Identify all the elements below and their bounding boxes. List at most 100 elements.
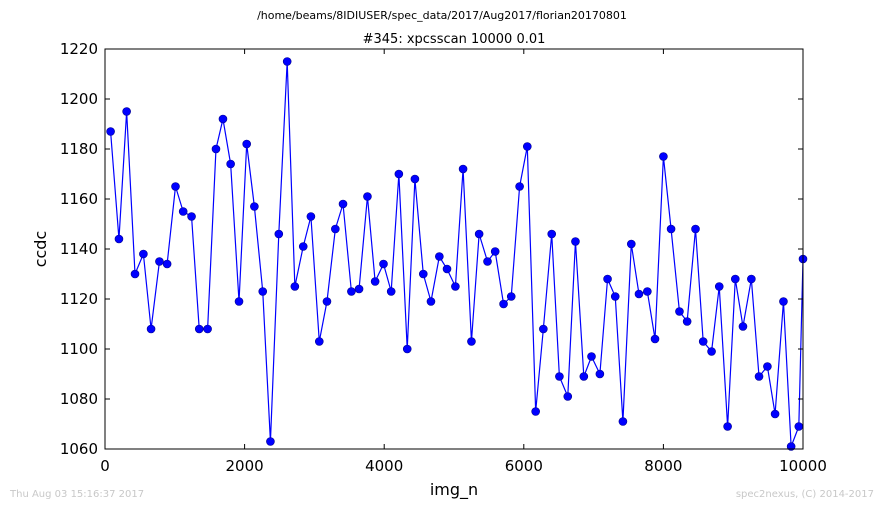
data-point bbox=[139, 249, 148, 259]
data-point bbox=[203, 324, 212, 334]
data-point bbox=[155, 257, 164, 266]
series-layer bbox=[106, 57, 808, 451]
data-point bbox=[250, 202, 259, 211]
data-point bbox=[266, 437, 275, 446]
data-point bbox=[794, 422, 804, 431]
data-point bbox=[707, 347, 716, 356]
data-point bbox=[595, 369, 605, 379]
data-point bbox=[634, 289, 644, 299]
data-point bbox=[563, 392, 573, 401]
data-point bbox=[643, 287, 652, 296]
y-tick-label: 1220 bbox=[60, 40, 98, 58]
data-point bbox=[730, 274, 740, 284]
data-point bbox=[314, 337, 324, 346]
data-point bbox=[410, 174, 420, 184]
data-point bbox=[386, 287, 396, 296]
data-point bbox=[738, 322, 748, 331]
data-point bbox=[779, 297, 788, 306]
data-point bbox=[187, 212, 196, 221]
data-point bbox=[506, 292, 516, 301]
y-tick-label: 1180 bbox=[60, 140, 98, 158]
data-point bbox=[426, 297, 436, 306]
y-tick-label: 1060 bbox=[60, 440, 98, 458]
data-point bbox=[610, 292, 620, 301]
y-tick-label: 1140 bbox=[60, 240, 98, 258]
data-point bbox=[226, 159, 235, 169]
data-point bbox=[290, 282, 300, 291]
y-tick-label: 1080 bbox=[60, 390, 98, 408]
data-point bbox=[130, 269, 140, 279]
data-point bbox=[675, 307, 684, 316]
data-point bbox=[522, 142, 532, 151]
data-point bbox=[114, 234, 124, 244]
data-point bbox=[618, 417, 628, 426]
data-point bbox=[666, 224, 676, 234]
data-point bbox=[682, 317, 692, 326]
data-point bbox=[370, 277, 380, 286]
data-point bbox=[363, 192, 372, 201]
y-tick-label: 1200 bbox=[60, 90, 98, 108]
data-point bbox=[146, 324, 156, 334]
x-tick-label: 0 bbox=[100, 457, 110, 475]
data-point bbox=[499, 299, 508, 309]
x-tick-label: 8000 bbox=[644, 457, 682, 475]
data-point bbox=[347, 287, 356, 296]
data-point bbox=[754, 372, 764, 381]
data-point bbox=[626, 239, 636, 249]
data-point bbox=[298, 242, 308, 251]
data-point bbox=[539, 324, 548, 334]
data-point bbox=[338, 199, 348, 209]
figure-suptitle: /home/beams/8IDIUSER/spec_data/2017/Aug2… bbox=[257, 9, 627, 22]
data-point bbox=[354, 284, 364, 294]
data-point bbox=[379, 259, 388, 269]
data-point bbox=[579, 372, 589, 381]
y-tick-label: 1160 bbox=[60, 190, 98, 208]
y-axis-label: ccdc bbox=[31, 231, 50, 268]
data-point bbox=[515, 182, 524, 191]
data-point bbox=[394, 169, 404, 179]
data-point bbox=[122, 107, 131, 116]
data-point bbox=[763, 362, 772, 371]
data-point bbox=[194, 324, 204, 334]
series-line bbox=[109, 61, 804, 447]
y-tick-label: 1120 bbox=[60, 290, 98, 308]
x-tick-label: 2000 bbox=[226, 457, 264, 475]
data-point bbox=[106, 127, 115, 136]
plot-frame bbox=[104, 48, 804, 450]
y-tick-label: 1100 bbox=[60, 340, 98, 358]
data-point bbox=[555, 372, 564, 381]
x-tick-label: 4000 bbox=[365, 457, 403, 475]
ticks-layer: 0 2000 4000 6000 8000 10000 1060 1080 1100 1120 11… bbox=[60, 40, 827, 475]
data-point bbox=[691, 224, 700, 234]
data-point bbox=[714, 282, 724, 291]
chart-title: #345: xpcsscan 10000 0.01 bbox=[363, 32, 546, 47]
data-point bbox=[178, 207, 188, 216]
data-point bbox=[467, 337, 476, 346]
data-point bbox=[435, 252, 444, 261]
data-point bbox=[483, 257, 492, 266]
data-point bbox=[659, 152, 668, 161]
x-tick-label: 10000 bbox=[779, 457, 827, 475]
data-point bbox=[306, 212, 316, 221]
data-point bbox=[418, 269, 428, 279]
data-point bbox=[747, 274, 756, 284]
data-point bbox=[571, 237, 580, 246]
data-point bbox=[442, 264, 452, 274]
data-point bbox=[211, 144, 221, 154]
data-point bbox=[258, 287, 268, 296]
data-point bbox=[490, 247, 500, 256]
data-point bbox=[162, 259, 172, 269]
data-point bbox=[242, 139, 251, 149]
data-point bbox=[218, 114, 228, 124]
data-point bbox=[723, 422, 732, 431]
data-point bbox=[234, 297, 244, 306]
data-point bbox=[171, 182, 180, 191]
data-point bbox=[322, 297, 332, 306]
data-point bbox=[458, 164, 468, 174]
data-point bbox=[402, 344, 412, 354]
data-point bbox=[274, 229, 284, 239]
timestamp-footer: Thu Aug 03 15:16:37 2017 bbox=[10, 489, 145, 500]
data-point bbox=[282, 57, 292, 66]
data-point bbox=[531, 407, 540, 416]
